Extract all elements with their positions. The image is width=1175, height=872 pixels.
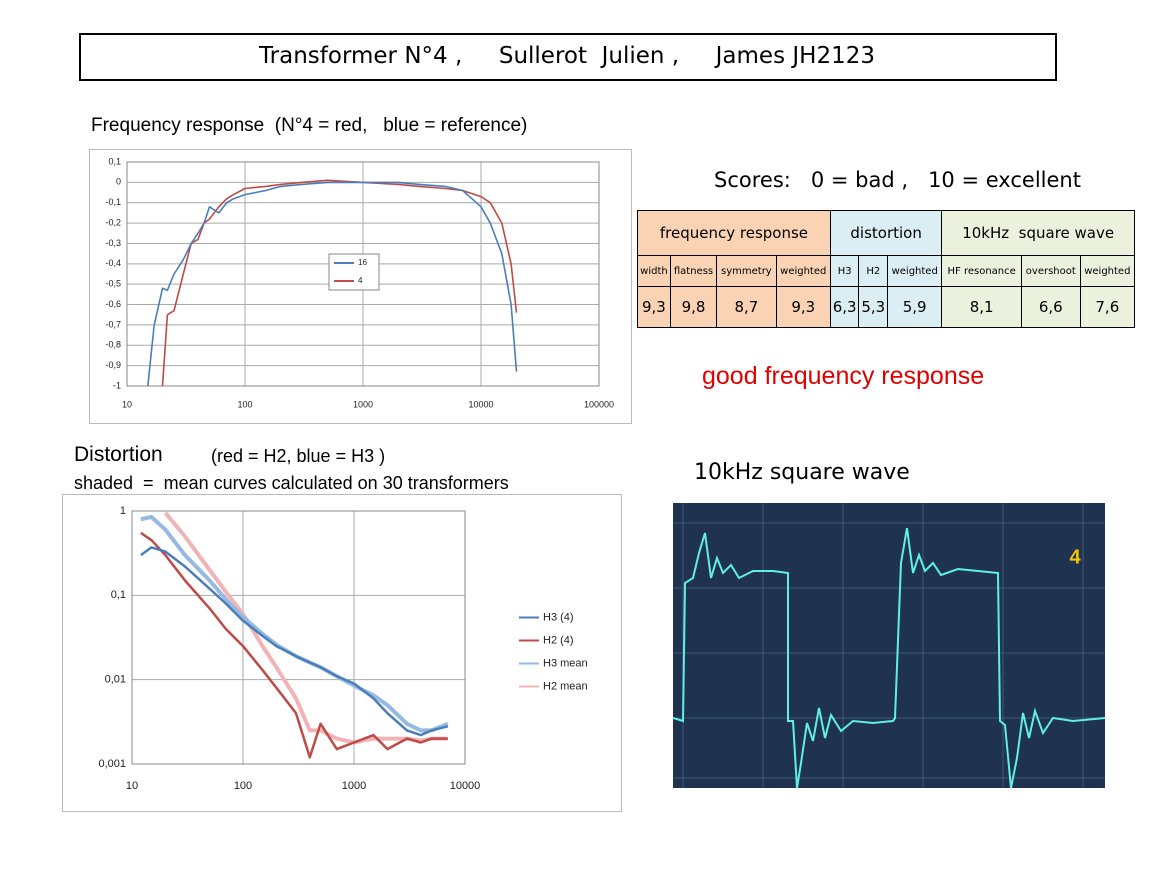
y-tick-label: -0,1 <box>105 197 121 207</box>
y-tick-label: -0,7 <box>105 319 121 329</box>
legend-label: H2 (4) <box>543 634 574 646</box>
y-tick-label: 0 <box>116 177 121 187</box>
column-header: overshoot <box>1020 255 1081 287</box>
x-tick-label: 100000 <box>584 399 614 409</box>
column-header: H3 <box>829 255 860 287</box>
scope-image: 4 <box>673 503 1105 788</box>
table-row: width flatness symmetry weighted H3 H2 weighte… <box>637 255 1136 287</box>
legend-label: H3 mean <box>543 657 588 669</box>
score: 9,8 <box>669 286 718 328</box>
y-tick-label: -0,9 <box>105 360 121 370</box>
chart: 0,001 0,01 0,1 1 10 100 1000 10000 H3 (4) H2 (4) H… <box>62 494 622 812</box>
scope-label: 4 <box>1069 546 1081 568</box>
y-tick-label: 0,1 <box>108 156 121 166</box>
chart-annotation: shaded = mean curves calculated on 30 tr… <box>74 473 509 493</box>
x-tick-label: 1000 <box>342 780 366 792</box>
series-line <box>140 546 449 737</box>
legend-box <box>328 253 380 291</box>
scope-screen <box>673 503 1105 788</box>
x-tick-label: 10000 <box>450 780 481 792</box>
column-header: width <box>637 255 671 287</box>
x-tick-label: 100 <box>234 780 252 792</box>
column-header: weighted <box>1079 255 1136 287</box>
scope-caption: 10kHz square wave <box>694 460 910 485</box>
chart: 0,1 0 -0,1 -0,2 -0,3 -0,4 -0,5 -0,6 -0,7 -0,8 -0,9… <box>89 149 632 424</box>
x-tick-label: 10 <box>122 399 132 409</box>
score: 9,3 <box>775 286 831 328</box>
column-header: flatness <box>669 255 718 287</box>
column-header: H2 <box>858 255 889 287</box>
x-tick-label: 10 <box>126 780 138 792</box>
chart-title: Frequency response (N°4 = red, blue = re… <box>91 115 528 136</box>
x-tick-label: 1000 <box>353 399 373 409</box>
y-tick-label: -0,4 <box>105 258 121 268</box>
y-tick-label: -0,3 <box>105 238 121 248</box>
scores-caption: Scores: 0 = bad , 10 = excellent <box>714 168 1081 192</box>
y-tick-label: -0,2 <box>105 217 121 227</box>
chart-subtitle: (red = H2, blue = H3 ) <box>211 446 386 466</box>
y-tick-label: 0,01 <box>105 674 126 686</box>
legend-label: H3 (4) <box>543 611 574 623</box>
plot-border <box>126 161 600 387</box>
y-tick-label: -0,6 <box>105 299 121 309</box>
group-header: 10kHz square wave <box>941 210 1135 256</box>
table-row: frequency response distortion 10kHz square… <box>637 210 1135 256</box>
verdict: good frequency response <box>702 362 985 390</box>
score: 5,3 <box>858 286 889 328</box>
title-box <box>79 33 1057 81</box>
title: Transformer N°4 , Sullerot Julien , Jame… <box>259 43 875 69</box>
legend-label: 4 <box>358 276 363 285</box>
series-line <box>140 531 448 759</box>
column-header: weighted <box>887 255 943 287</box>
x-tick-label: 100 <box>237 399 252 409</box>
series-line <box>147 181 518 387</box>
legend-label: H2 mean <box>543 680 588 692</box>
legend-label: 16 <box>358 258 367 267</box>
group-header: frequency response <box>637 210 831 256</box>
score: 9,3 <box>637 286 671 328</box>
plot-border <box>131 510 466 765</box>
group-header: distortion <box>829 210 943 256</box>
y-tick-label: -1 <box>113 380 121 390</box>
x-tick-label: 10000 <box>468 399 493 409</box>
y-tick-label: 0,1 <box>111 589 126 601</box>
table-row: 9,3 9,8 8,7 9,3 6,3 5,3 5,9 8,1 6,6 7,6 <box>637 286 1136 328</box>
score: 6,3 <box>829 286 860 328</box>
column-header: HF resonance <box>941 255 1022 287</box>
score: 5,9 <box>887 286 943 328</box>
column-header: symmetry <box>716 255 777 287</box>
chart-frame <box>62 494 622 812</box>
column-header: weighted <box>775 255 831 287</box>
scope-trace <box>673 527 1105 788</box>
y-tick-label: -0,8 <box>105 340 121 350</box>
chart-title: Distortion <box>74 443 163 466</box>
y-tick-label: 0,001 <box>98 758 126 770</box>
score: 8,7 <box>716 286 777 328</box>
score: 8,1 <box>941 286 1022 328</box>
score: 7,6 <box>1079 286 1136 328</box>
y-tick-label: 1 <box>120 505 126 517</box>
score: 6,6 <box>1020 286 1081 328</box>
scores-table: frequency response distortion 10kHz square… <box>637 210 1136 328</box>
y-tick-label: -0,5 <box>105 279 121 289</box>
